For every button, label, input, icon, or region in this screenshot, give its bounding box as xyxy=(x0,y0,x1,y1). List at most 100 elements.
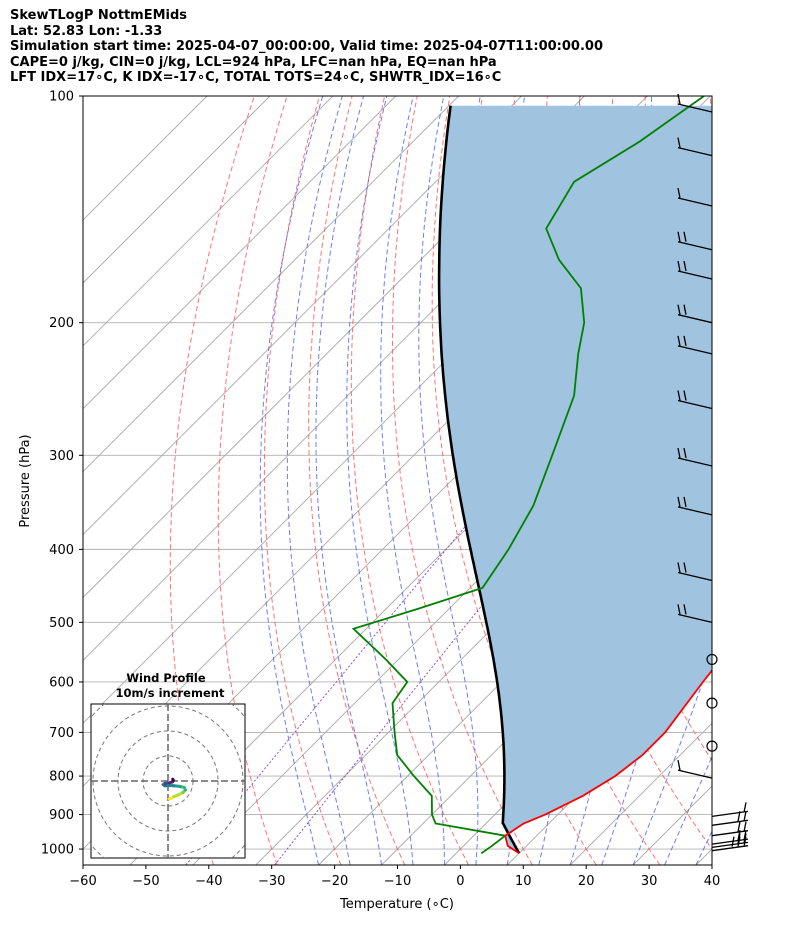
x-tick-label-5: −10 xyxy=(384,874,411,889)
y-tick-label-1: 200 xyxy=(49,316,74,331)
barb-staff-11 xyxy=(677,571,713,582)
moist-adiabat-0 xyxy=(380,96,445,865)
moist-adiabat-m20 xyxy=(259,96,324,865)
location-line: Lat: 52.83 Lon: -1.33 xyxy=(10,23,163,39)
x-tick-label-10: 40 xyxy=(704,874,721,889)
dry-adiabat-100 xyxy=(709,96,712,126)
barb-staff-17 xyxy=(677,270,713,280)
barb-staff-4 xyxy=(711,819,749,826)
x-tick-label-1: −50 xyxy=(132,874,159,889)
x-axis-label: Temperature (∘C) xyxy=(339,897,454,912)
isotherm-m150 xyxy=(83,96,271,284)
barb-staff-3 xyxy=(711,830,749,837)
wind-barb-12 xyxy=(677,496,713,516)
barb-flag-3-1 xyxy=(737,821,741,832)
time-line: Simulation start time: 2025-04-07_00:00:… xyxy=(10,39,603,54)
wind-barb-19 xyxy=(677,187,713,207)
stability-line: CAPE=0 j/kg, CIN=0 j/kg, LCL=924 hPa, LF… xyxy=(10,54,497,70)
x-tick-label-9: 30 xyxy=(641,874,658,889)
moist-adiabat-m5 xyxy=(346,96,414,865)
wind-barb-6 xyxy=(677,759,713,779)
dry-adiabat-m40 xyxy=(169,96,255,865)
y-tick-label-3: 400 xyxy=(49,543,74,558)
y-tick-label-6: 700 xyxy=(49,726,74,741)
isotherm-m130 xyxy=(83,96,397,410)
barb-flag-17-0 xyxy=(677,260,681,272)
barb-staff-12 xyxy=(677,506,713,516)
isotherm-m140 xyxy=(83,96,334,347)
barb-flag-12-0 xyxy=(677,496,681,508)
barb-staff-14 xyxy=(677,399,713,410)
barb-flag-18-0 xyxy=(677,231,681,242)
profile-lines xyxy=(351,96,712,855)
dry-adiabat-m20 xyxy=(263,96,342,865)
wind-barb-18 xyxy=(677,231,713,251)
y-tick-label-0: 100 xyxy=(49,90,74,105)
hodograph: Wind Profile 10m/s increment xyxy=(90,671,246,859)
wind-barb-13 xyxy=(677,447,713,467)
barb-staff-15 xyxy=(677,345,713,355)
barb-staff-6 xyxy=(677,769,713,779)
y-tick-label-7: 800 xyxy=(49,770,74,785)
barb-flag-15-1 xyxy=(683,335,687,346)
y-tick-label-4: 500 xyxy=(49,616,74,631)
barb-flag-11-1 xyxy=(683,562,687,573)
barb-flag-13-1 xyxy=(683,447,687,459)
cin-shading xyxy=(439,105,712,854)
moist-adiabat-35 xyxy=(664,755,712,865)
wind-barb-14 xyxy=(677,390,713,410)
barb-flag-3-0 xyxy=(743,821,747,832)
barb-flag-2-0 xyxy=(743,829,747,841)
axes: −60 −50 −40 −30 −20 −10 0 10 20 30 40 100 200 300 400 5… xyxy=(41,90,720,890)
barb-staff-19 xyxy=(677,197,713,207)
hodograph-segment-15 xyxy=(171,777,175,782)
wind-barb-11 xyxy=(677,562,713,582)
barb-staff-0 xyxy=(711,845,749,852)
wind-barb-17 xyxy=(677,260,713,280)
barb-flag-13-0 xyxy=(677,447,681,459)
wind-barb-16 xyxy=(677,304,713,324)
x-tick-label-6: 0 xyxy=(456,874,464,889)
moist-adiabat-25 xyxy=(601,96,686,865)
hodograph-title: Wind Profile xyxy=(126,671,206,685)
isotherm-m120 xyxy=(83,96,459,473)
barb-flag-20-0 xyxy=(677,137,681,148)
wind-barbs xyxy=(677,93,749,852)
x-tick-label-2: −40 xyxy=(195,874,222,889)
barb-staff-2 xyxy=(711,838,749,845)
wind-barb-2 xyxy=(711,829,749,845)
temperature-line xyxy=(504,669,712,855)
cin-shade-area xyxy=(439,105,712,854)
barb-flag-6-0 xyxy=(677,759,681,771)
dry-adiabat-m10 xyxy=(308,96,406,865)
dry-adiabat-0 xyxy=(350,96,470,865)
dry-adiabat-120 xyxy=(775,96,794,865)
barb-flag-4-0 xyxy=(743,811,747,822)
x-tick-label-3: −30 xyxy=(258,874,285,889)
barb-flag-16-1 xyxy=(683,304,687,315)
barb-flag-16-0 xyxy=(677,304,681,315)
barb-staff-21 xyxy=(677,103,713,113)
y-tick-label-8: 900 xyxy=(49,808,74,823)
barb-staff-16 xyxy=(677,314,713,324)
x-tick-label-4: −20 xyxy=(321,874,348,889)
moist-adiabat-m15 xyxy=(286,96,351,865)
wind-barb-5 xyxy=(711,802,749,818)
barb-flag-11-0 xyxy=(677,562,681,573)
barb-flag-14-0 xyxy=(677,390,681,401)
barb-flag-15-0 xyxy=(677,335,681,346)
dewpoint-line xyxy=(351,96,705,855)
x-tick-label-8: 20 xyxy=(578,874,595,889)
wind-barb-3 xyxy=(711,821,749,837)
wind-barb-20 xyxy=(677,137,713,157)
barb-flag-10-1 xyxy=(683,604,687,615)
barb-staff-1 xyxy=(711,841,749,849)
barb-flag-19-0 xyxy=(677,187,681,199)
dry-adiabat-m30 xyxy=(217,96,288,865)
isotherm-m110 xyxy=(83,96,522,536)
wind-barb-10 xyxy=(677,604,713,623)
barb-flag-12-1 xyxy=(683,496,687,508)
wind-barb-15 xyxy=(677,335,713,355)
y-tick-label-5: 600 xyxy=(49,675,74,690)
